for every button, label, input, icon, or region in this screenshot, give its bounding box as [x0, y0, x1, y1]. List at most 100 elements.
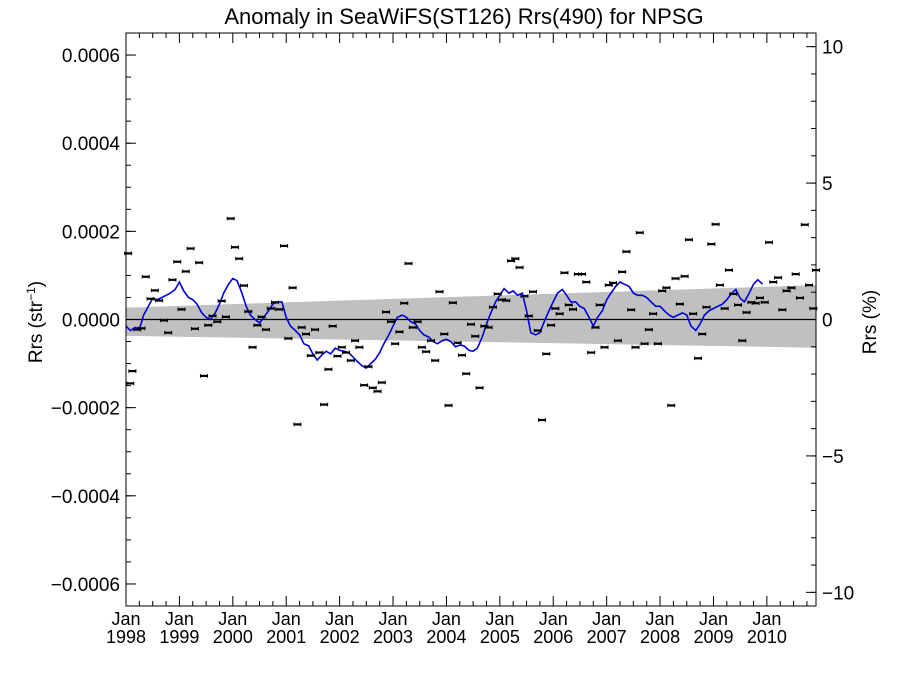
data-point [297, 325, 306, 330]
data-point [555, 311, 564, 316]
data-point [609, 281, 618, 285]
data-point [644, 327, 653, 332]
right-tick-label: −10 [822, 583, 854, 604]
data-point [551, 306, 560, 311]
data-point [547, 323, 556, 328]
data-point [755, 296, 764, 300]
x-tick-label-year: 2010 [747, 627, 787, 647]
data-point [484, 325, 493, 330]
data-point [689, 311, 698, 316]
data-point [324, 367, 333, 372]
data-point [724, 268, 733, 272]
x-tick-label-year: 2001 [266, 627, 306, 647]
data-point [680, 274, 689, 279]
chart-title: Anomaly in SeaWiFS(ST126) Rrs(490) for N… [224, 4, 703, 29]
data-point [181, 269, 190, 274]
data-point [640, 341, 649, 346]
x-tick-label-month: Jan [432, 609, 461, 629]
data-point [800, 222, 809, 227]
y-axis-left-label: Rrs (str−1) [24, 281, 47, 363]
data-point [126, 381, 135, 386]
x-tick-label-month: Jan [646, 609, 675, 629]
data-point [448, 300, 457, 305]
data-point [435, 289, 444, 294]
data-point [667, 403, 676, 408]
data-point [787, 285, 796, 290]
data-point [600, 345, 609, 350]
left-tick-label: 0.0004 [62, 134, 121, 155]
trend-confidence-band [126, 285, 816, 348]
data-point [769, 280, 778, 284]
data-point [658, 289, 667, 293]
data-point [328, 324, 337, 328]
left-tick-label: −0.0004 [51, 487, 121, 508]
x-tick-label-year: 1999 [159, 627, 199, 647]
x-tick-label-month: Jan [592, 609, 621, 629]
data-point [795, 296, 804, 300]
right-tick-label: −5 [822, 447, 844, 468]
data-point [467, 322, 475, 327]
data-point [164, 330, 173, 335]
data-point [591, 325, 600, 330]
data-point [582, 280, 591, 284]
data-point [391, 341, 400, 346]
left-tick-label: 0.0002 [62, 222, 120, 243]
data-point [155, 298, 164, 303]
data-point [774, 275, 783, 280]
data-point [266, 306, 275, 311]
x-tick-label-month: Jan [111, 609, 140, 629]
x-tick-label-month: Jan [218, 609, 247, 629]
x-tick-label-month: Jan [752, 609, 781, 629]
data-point [373, 389, 382, 394]
data-point [426, 338, 435, 343]
data-point [564, 303, 573, 307]
left-tick-label: 0.0000 [62, 311, 120, 332]
data-point [702, 305, 711, 309]
data-point [280, 244, 289, 248]
data-point [488, 305, 497, 309]
data-point [528, 289, 537, 294]
x-tick-label-year: 2004 [426, 627, 466, 647]
data-point [422, 349, 431, 354]
x-tick-label-year: 1998 [106, 627, 146, 647]
data-point [791, 272, 800, 276]
data-point [533, 328, 542, 333]
x-tick-label-month: Jan [325, 609, 354, 629]
data-point [587, 350, 596, 355]
left-tick-label: −0.0006 [51, 575, 120, 596]
data-point [613, 338, 622, 343]
data-point [368, 386, 377, 390]
data-point [471, 334, 480, 339]
data-point [462, 371, 471, 376]
data-point [253, 323, 262, 328]
data-point [622, 249, 631, 254]
data-point [698, 332, 707, 336]
data-point [315, 350, 324, 355]
data-point [395, 330, 404, 334]
data-point [346, 358, 355, 363]
data-point [377, 380, 386, 385]
data-point [760, 300, 769, 305]
x-tick-label-year: 2008 [640, 627, 680, 647]
data-point [177, 307, 186, 312]
x-tick-label-month: Jan [165, 609, 194, 629]
right-tick-label: 10 [822, 38, 843, 59]
data-point [431, 358, 440, 363]
data-point [150, 288, 159, 293]
data-point [293, 422, 302, 427]
data-point [128, 369, 137, 373]
data-point [168, 278, 177, 282]
data-point [400, 301, 409, 305]
data-point [715, 283, 724, 287]
data-point [333, 354, 342, 358]
data-point [301, 332, 310, 336]
data-point [738, 338, 747, 343]
data-point [213, 319, 222, 324]
data-point [190, 326, 199, 331]
data-point [244, 309, 253, 314]
data-point [417, 345, 426, 350]
data-point [386, 319, 395, 324]
data-point [511, 256, 520, 261]
x-tick-label-year: 2005 [480, 627, 520, 647]
data-point [453, 341, 462, 345]
